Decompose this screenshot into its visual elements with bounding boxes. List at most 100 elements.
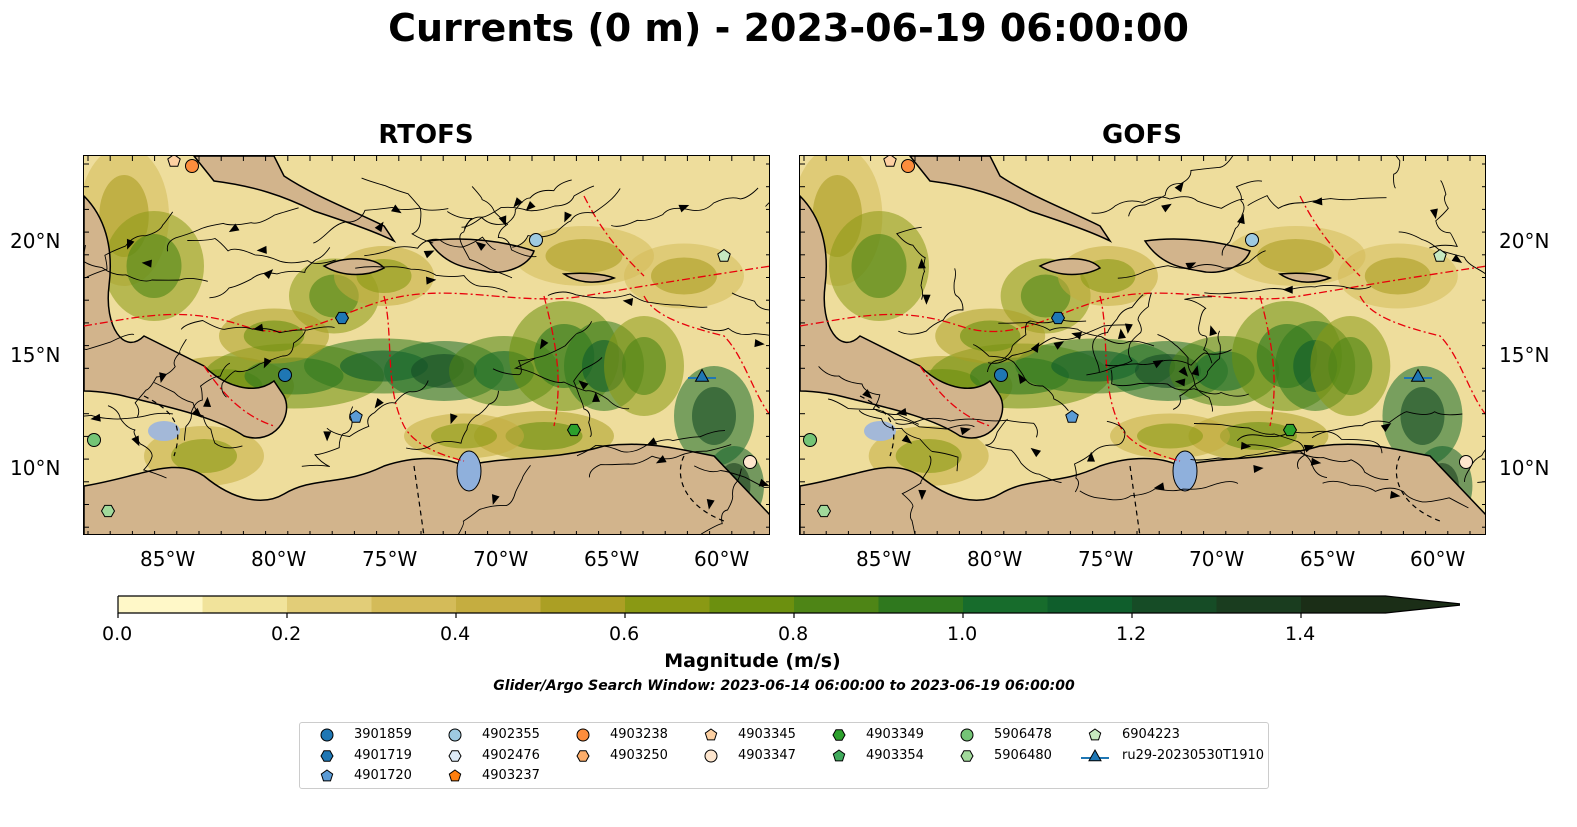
streamline-arrow [1071,331,1082,340]
current-streamline [1322,480,1469,509]
legend-marker [704,749,718,762]
colorbar-segment [371,596,457,613]
lon-label-60w-rtofs: 60°W [694,547,750,571]
current-streamline [187,238,336,264]
float-marker [1459,455,1473,469]
lon-label-85w-gofs: 85°W [856,547,912,571]
colorbar-tick-7: 1.4 [1285,623,1316,645]
current-streamline [447,211,513,279]
legend-marker [448,769,462,782]
streamline-arrow [323,431,332,442]
legend: 3901859 4901719 4901720 4902355 4902476 49032… [299,722,1269,789]
streamline-arrow [1282,285,1293,294]
speed-contour [622,337,666,395]
float-marker [883,156,897,167]
south-america-landmass [84,443,769,534]
country-border [143,395,725,534]
colorbar-segment [287,596,372,613]
speed-contour [1020,274,1071,318]
central-america-landmass [84,194,288,439]
eez-boundary [1259,295,1275,427]
legend-label: 4903250 [610,747,668,763]
legend-marker [832,729,846,741]
current-streamline [1193,423,1305,470]
speed-contour [1257,239,1335,273]
current-streamline [588,444,732,478]
current-streamline [1128,156,1234,217]
streamline-arrow [1030,447,1042,458]
float-marker [1245,233,1259,247]
speed-contour [895,439,962,473]
streamline-arrow [1117,328,1126,339]
streamline-arrow [896,408,907,416]
current-streamline [107,405,167,479]
lat-label-20n-right: 20°N [1499,229,1550,253]
streamline-arrow [646,437,658,446]
legend-marker [320,728,334,742]
current-streamline [731,292,769,311]
speed-contour [126,234,182,298]
streamline-arrow [622,298,634,306]
streamline-arrow [1185,262,1197,271]
current-streamline [576,430,726,457]
current-streamline [364,236,496,257]
streamline-arrow [1380,423,1392,433]
current-streamline [1117,250,1266,279]
current-streamline [458,465,531,534]
streamline-arrow [1430,208,1438,220]
legend-marker [960,728,974,742]
rtofs-current-map [84,156,769,534]
legend-marker-icon [448,728,462,742]
colorbar-segment [963,596,1048,613]
float-marker [529,233,543,247]
colorbar-segment [878,596,964,613]
speed-contour [171,439,237,473]
colorbar-tick-0: 0.0 [102,623,133,645]
legend-label: 4903347 [738,747,796,763]
float-marker [816,504,832,518]
legend-label: 4903238 [610,727,668,742]
streamline-arrow [203,396,212,407]
current-streamline [84,412,173,420]
streamline-arrow [1152,359,1164,369]
current-streamline [355,266,508,293]
map-panel-rtofs [83,155,770,535]
lon-label-80w-gofs: 80°W [967,547,1023,571]
legend-marker-icon [832,748,846,761]
legend-marker-icon [832,729,846,741]
float-marker [1410,368,1426,382]
current-streamline [1429,180,1458,249]
legend-label: 4903349 [866,727,924,742]
current-streamline [326,380,429,437]
float-marker [334,311,350,325]
current-streamline [84,211,174,279]
map-panel-gofs [799,155,1486,535]
streamline-arrow [1161,203,1172,213]
puerto-rico-landmass [1277,272,1333,283]
current-streamline [1190,450,1328,479]
current-streamline [221,330,306,398]
current-streamline [1464,449,1485,482]
float-marker [803,433,817,447]
float-marker [87,433,101,447]
lat-label-15n-left: 15°N [10,343,61,367]
current-streamline [492,321,593,376]
current-streamline [1079,481,1239,501]
legend-marker [960,749,974,762]
current-streamline [184,362,231,441]
current-streamline [461,179,572,228]
legend-marker-icon [320,769,334,782]
current-streamline [573,357,603,437]
lon-label-70w-rtofs: 70°W [473,547,529,571]
streamline-arrow [1018,373,1027,385]
streamline-arrow [131,435,140,447]
speed-contour [1364,257,1431,295]
current-streamline [1157,333,1213,412]
colorbar-segment [540,596,626,613]
streamline-arrow [918,489,927,501]
current-streamline [1073,420,1126,493]
colorbar-segment [709,596,795,613]
legend-marker-icon [320,728,334,742]
current-streamline [858,410,959,472]
colorbar-tick-3: 0.6 [609,623,640,645]
